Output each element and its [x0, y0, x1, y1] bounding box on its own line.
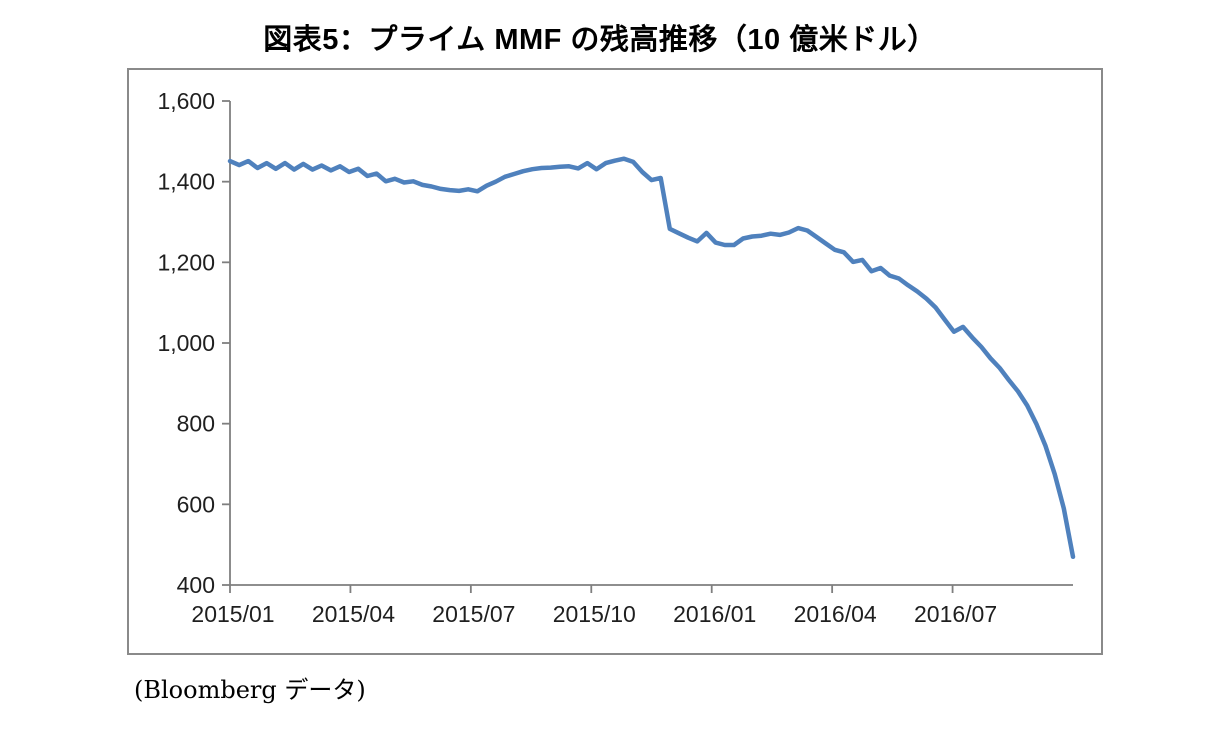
y-tick-label: 400 — [177, 572, 215, 598]
y-tick-label: 1,600 — [157, 88, 215, 114]
y-tick-label: 800 — [177, 411, 215, 437]
chart-area: 400 600 800 1,000 1,200 1,400 1,600 2015/01 2015… — [127, 68, 1103, 655]
y-tick-label: 1,000 — [157, 330, 215, 356]
x-tick-label: 2015/01 — [191, 601, 274, 627]
y-tick-label: 1,400 — [157, 169, 215, 195]
data-line-prime-mmf — [227, 156, 1076, 560]
x-tick-label: 2016/04 — [794, 601, 877, 627]
y-tick-label: 1,200 — [157, 249, 215, 275]
x-tick-label: 2016/01 — [673, 601, 756, 627]
chart-title: 図表5：プライム MMF の残高推移（10 億米ドル） — [263, 24, 937, 56]
line-chart-svg: 400 600 800 1,000 1,200 1,400 1,600 2015/01 2015… — [157, 88, 1076, 627]
y-tick-label: 600 — [177, 491, 215, 517]
x-tick-label: 2015/07 — [432, 601, 515, 627]
source-note: (Bloomberg データ) — [134, 676, 366, 704]
x-tick-label: 2015/10 — [553, 601, 636, 627]
x-tick-label: 2016/07 — [914, 601, 997, 627]
x-tick-label: 2015/04 — [312, 601, 395, 627]
axes-lines — [229, 101, 1073, 586]
